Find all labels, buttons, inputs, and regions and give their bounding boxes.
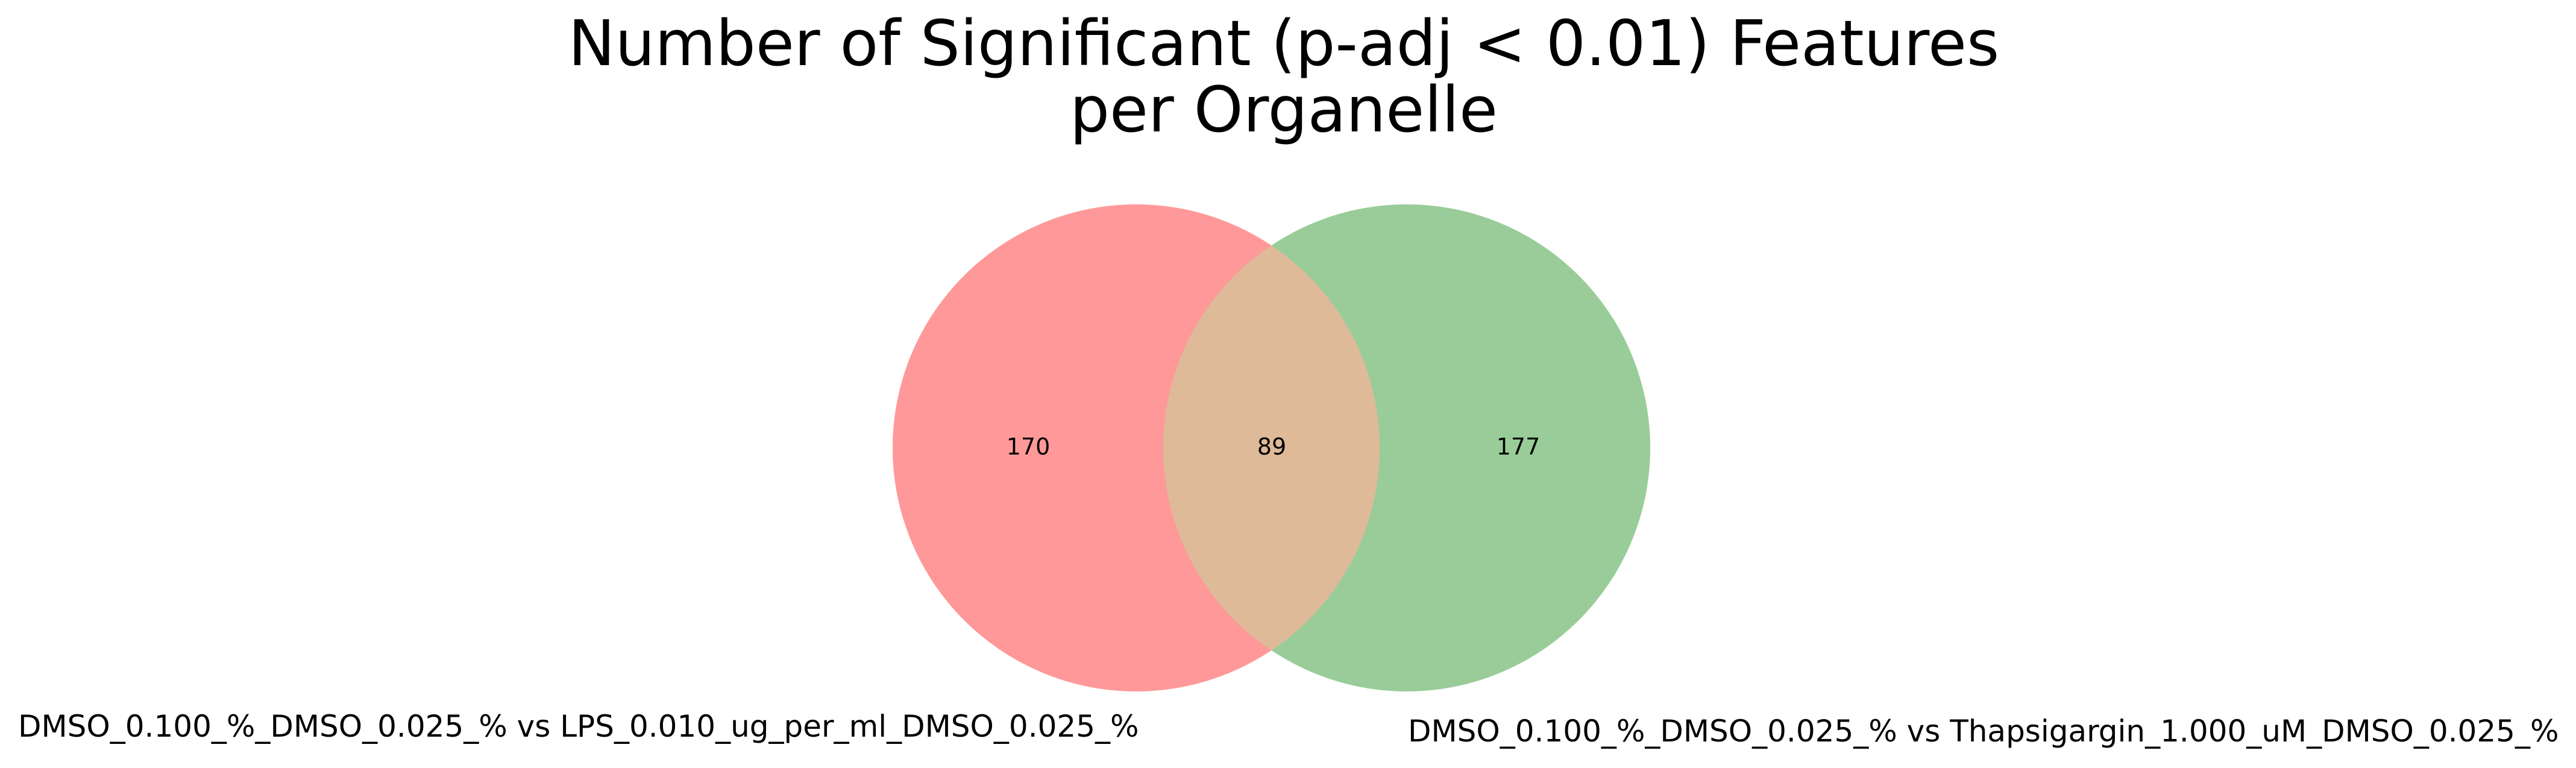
intersection-region (1163, 204, 1380, 691)
set-b-label: DMSO_0.100_%_DMSO_0.025_% vs Thapsigargi… (1408, 714, 2559, 749)
set-a-label: DMSO_0.100_%_DMSO_0.025_% vs LPS_0.010_u… (18, 709, 1139, 744)
chart-title-line-1: Number of Significant (p-adj < 0.01) Fea… (568, 7, 1999, 80)
left-only-count: 170 (1007, 433, 1051, 460)
chart-title-line-2: per Organelle (1070, 73, 1498, 146)
intersection-count: 89 (1257, 433, 1286, 460)
right-only-count: 177 (1497, 433, 1541, 460)
